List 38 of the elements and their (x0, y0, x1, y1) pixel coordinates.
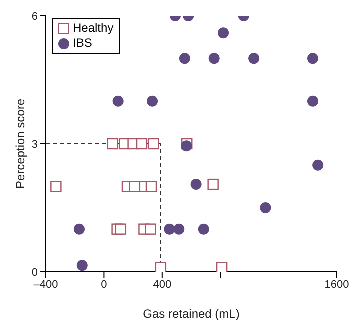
point (208, 178, 219, 190)
y-tick-label: 6 (32, 10, 38, 23)
point (307, 53, 318, 64)
point (146, 181, 158, 192)
point (179, 53, 190, 64)
point (74, 224, 85, 235)
point (307, 96, 318, 107)
x-tick-label: 0 (101, 278, 108, 291)
point (216, 262, 228, 272)
point (148, 138, 160, 150)
point (181, 140, 192, 152)
point (129, 181, 140, 192)
y-tick-label: 3 (32, 138, 38, 151)
point (198, 224, 210, 235)
legend-label: IBS (73, 36, 92, 51)
legend-label: Healthy (73, 21, 114, 36)
point (145, 224, 156, 235)
x-tick-label: 400 (153, 278, 172, 291)
point (248, 53, 260, 64)
y-tick-label: 0 (32, 266, 38, 279)
point (164, 224, 176, 235)
point (76, 260, 88, 272)
point (260, 202, 272, 214)
point (312, 160, 324, 171)
point (136, 138, 148, 150)
point (147, 96, 158, 107)
point (107, 138, 119, 150)
point (190, 179, 202, 190)
point (112, 96, 124, 107)
y-axis-title: Perception score (13, 98, 28, 190)
point (115, 224, 127, 235)
point (174, 224, 185, 235)
point (155, 262, 167, 272)
x-tick-label: –400 (34, 278, 58, 291)
point (50, 181, 62, 192)
point (208, 53, 220, 64)
x-tick-label: 1600 (324, 278, 350, 291)
point (218, 28, 230, 39)
